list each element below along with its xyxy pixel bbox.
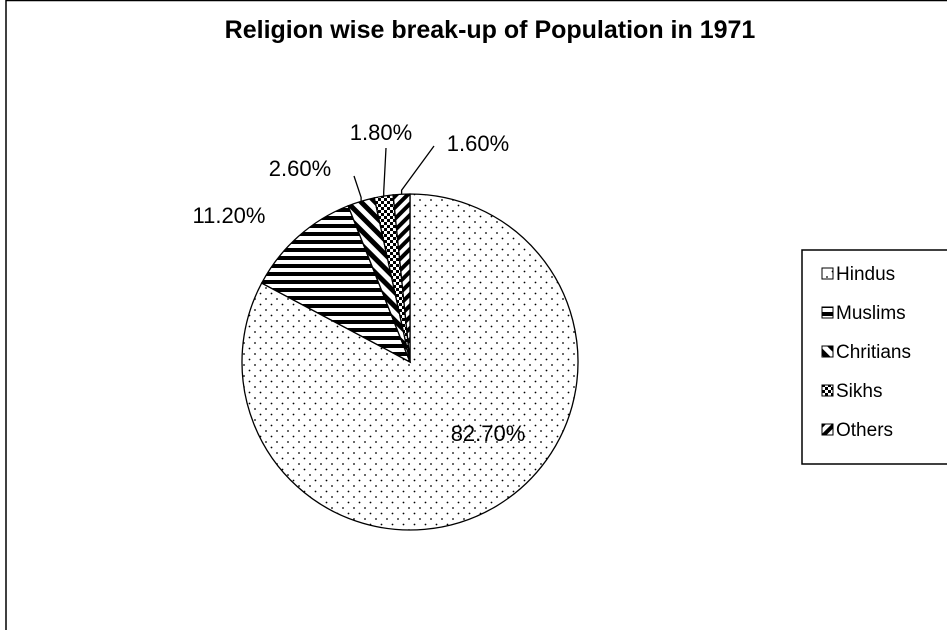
legend-swatch-hindus: [821, 267, 834, 280]
data-label-chritians: 2.60%: [269, 156, 331, 181]
data-label-muslims: 11.20%: [193, 203, 266, 228]
legend-label-muslims: Muslims: [836, 303, 906, 324]
legend: Hindus Muslims Chritians Sikhs Others: [801, 249, 947, 465]
legend-label-chritians: Chritians: [836, 342, 911, 363]
legend-swatch-chritians: [821, 345, 834, 358]
leader-lines: [353, 145, 435, 202]
leader-line-others: [400, 145, 435, 195]
legend-swatch-sikhs: [821, 384, 834, 397]
pie-slice-muslims: [260, 204, 412, 364]
data-label-sikhs: 1.80%: [350, 120, 412, 145]
chart-title: Religion wise break-up of Population in …: [225, 16, 756, 44]
legend-swatch-others: [821, 423, 834, 436]
legend-label-sikhs: Sikhs: [836, 381, 882, 402]
data-label-others: 1.60%: [447, 131, 509, 156]
pie-slices: [241, 193, 579, 531]
legend-swatch-muslims: [821, 306, 834, 319]
data-labels: 82.70% 11.20%2.60% 1.80% 1.60%: [193, 120, 526, 446]
legend-label-hindus: Hindus: [836, 264, 895, 285]
pie-slice-others: [392, 193, 411, 363]
leader-line-chritians: [353, 175, 362, 202]
leader-line-sikhs: [383, 147, 387, 197]
legend-label-others: Others: [836, 420, 893, 441]
data-label-hindus: 82.70%: [451, 421, 526, 446]
